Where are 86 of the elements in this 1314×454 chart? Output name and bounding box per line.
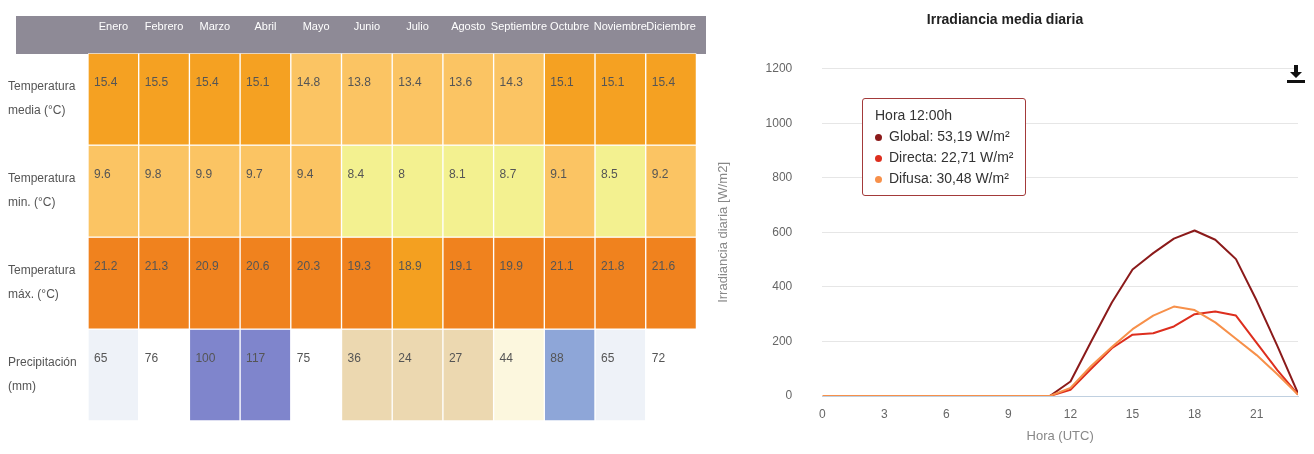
data-label: 15.4 <box>195 74 220 89</box>
data-label: 21.6 <box>651 258 676 273</box>
x-tick-label: Febrero <box>144 19 184 32</box>
data-label: 15.1 <box>601 74 625 89</box>
x-tick-label: 0 <box>818 406 826 421</box>
x-tick-label: Agosto <box>451 19 486 32</box>
data-label: 9.8 <box>144 166 162 181</box>
y-tick-label: Temperatura media (°C) <box>8 79 76 118</box>
data-label: 9.6 <box>94 166 112 181</box>
annotation: Directa: 22,71 W/m² <box>889 149 1014 165</box>
y-tick-label: Precipitación (mm) <box>8 355 77 394</box>
data-label: 21.1 <box>550 258 574 273</box>
data-label: 20.9 <box>195 258 220 273</box>
x-tick-label: 3 <box>881 406 888 421</box>
y-tick-label: 1000 <box>765 115 793 130</box>
data-label: 36 <box>347 350 362 365</box>
data-label: 18.9 <box>398 258 422 273</box>
y-tick-label: 200 <box>772 333 793 348</box>
y-tick-label: Temperatura min. (°C) <box>8 171 76 210</box>
y-axis-title: Irradiancia diaria [W/m2] <box>715 161 731 303</box>
x-tick-label: Abril <box>254 19 277 32</box>
data-label: 9.4 <box>296 166 314 181</box>
data-label: 19.3 <box>347 258 372 273</box>
data-label: 21.3 <box>144 258 169 273</box>
data-label: 13.8 <box>347 74 372 89</box>
x-tick-label: Julio <box>406 19 429 32</box>
data-label: 15.5 <box>144 74 169 89</box>
data-label: 117 <box>246 350 266 365</box>
data-label: 27 <box>448 350 463 365</box>
data-label: 9.2 <box>651 166 669 181</box>
y-tick-label: 1200 <box>765 61 793 76</box>
data-label: 76 <box>144 350 159 365</box>
x-tick-label: Septiembre <box>490 19 548 32</box>
data-label: 8.4 <box>347 166 365 181</box>
data-label: 19.9 <box>499 258 524 273</box>
data-label: 72 <box>651 350 666 365</box>
data-label: 13.4 <box>398 74 422 89</box>
x-tick-label: Marzo <box>199 19 231 32</box>
x-tick-label: 12 <box>1063 406 1078 421</box>
data-label: 20.6 <box>246 258 270 273</box>
annotation: Difusa: 30,48 W/m² <box>889 170 1009 186</box>
data-label: 65 <box>601 350 615 365</box>
data-label: 8.7 <box>499 166 517 181</box>
data-label: 14.3 <box>499 74 524 89</box>
data-label: 9.9 <box>195 166 213 181</box>
data-label: 65 <box>94 350 108 365</box>
data-label: 20.3 <box>296 258 321 273</box>
data-label: 24 <box>398 350 412 365</box>
data-label: 15.1 <box>550 74 574 89</box>
data-label: 21.2 <box>94 258 118 273</box>
data-label: 21.8 <box>601 258 625 273</box>
chart-title: Irradiancia media diaria <box>926 11 1084 28</box>
data-label: 75 <box>296 350 311 365</box>
y-tick-label: Temperatura máx. (°C) <box>8 263 76 302</box>
x-tick-label: 21 <box>1249 406 1264 421</box>
data-label: 9.7 <box>246 166 264 181</box>
data-label: 14.8 <box>296 74 321 89</box>
x-tick-label: 9 <box>1005 406 1013 421</box>
data-label: 15.4 <box>94 74 118 89</box>
y-tick-label: 400 <box>772 279 793 294</box>
x-axis-title: Hora (UTC) <box>1026 427 1094 443</box>
x-tick-label: 18 <box>1187 406 1202 421</box>
data-label: 8.1 <box>448 166 466 181</box>
x-tick-label: Mayo <box>302 19 330 32</box>
data-label: 15.1 <box>246 74 270 89</box>
x-tick-label: Diciembre <box>646 19 696 32</box>
y-tick-label: 600 <box>772 224 793 239</box>
data-label: 15.4 <box>651 74 676 89</box>
data-label: 8 <box>398 166 406 181</box>
data-label: 13.6 <box>448 74 473 89</box>
y-tick-label: 800 <box>772 170 793 185</box>
data-label: 8.5 <box>601 166 619 181</box>
annotation: Global: 53,19 W/m² <box>889 128 1010 144</box>
x-tick-label: Junio <box>353 19 381 32</box>
data-label: 9.1 <box>550 166 568 181</box>
data-label: 44 <box>499 350 514 365</box>
x-tick-label: Enero <box>98 19 129 32</box>
y-tick-label: 0 <box>785 388 793 403</box>
annotation: Hora 12:00h <box>875 107 953 123</box>
data-label: 100 <box>195 350 216 365</box>
data-label: 19.1 <box>448 258 473 273</box>
x-tick-label: 6 <box>943 406 951 421</box>
x-tick-label: 15 <box>1125 406 1140 421</box>
x-tick-label: Octubre <box>550 19 590 32</box>
data-label: 88 <box>550 350 564 365</box>
x-tick-label: Noviembre <box>593 19 647 32</box>
